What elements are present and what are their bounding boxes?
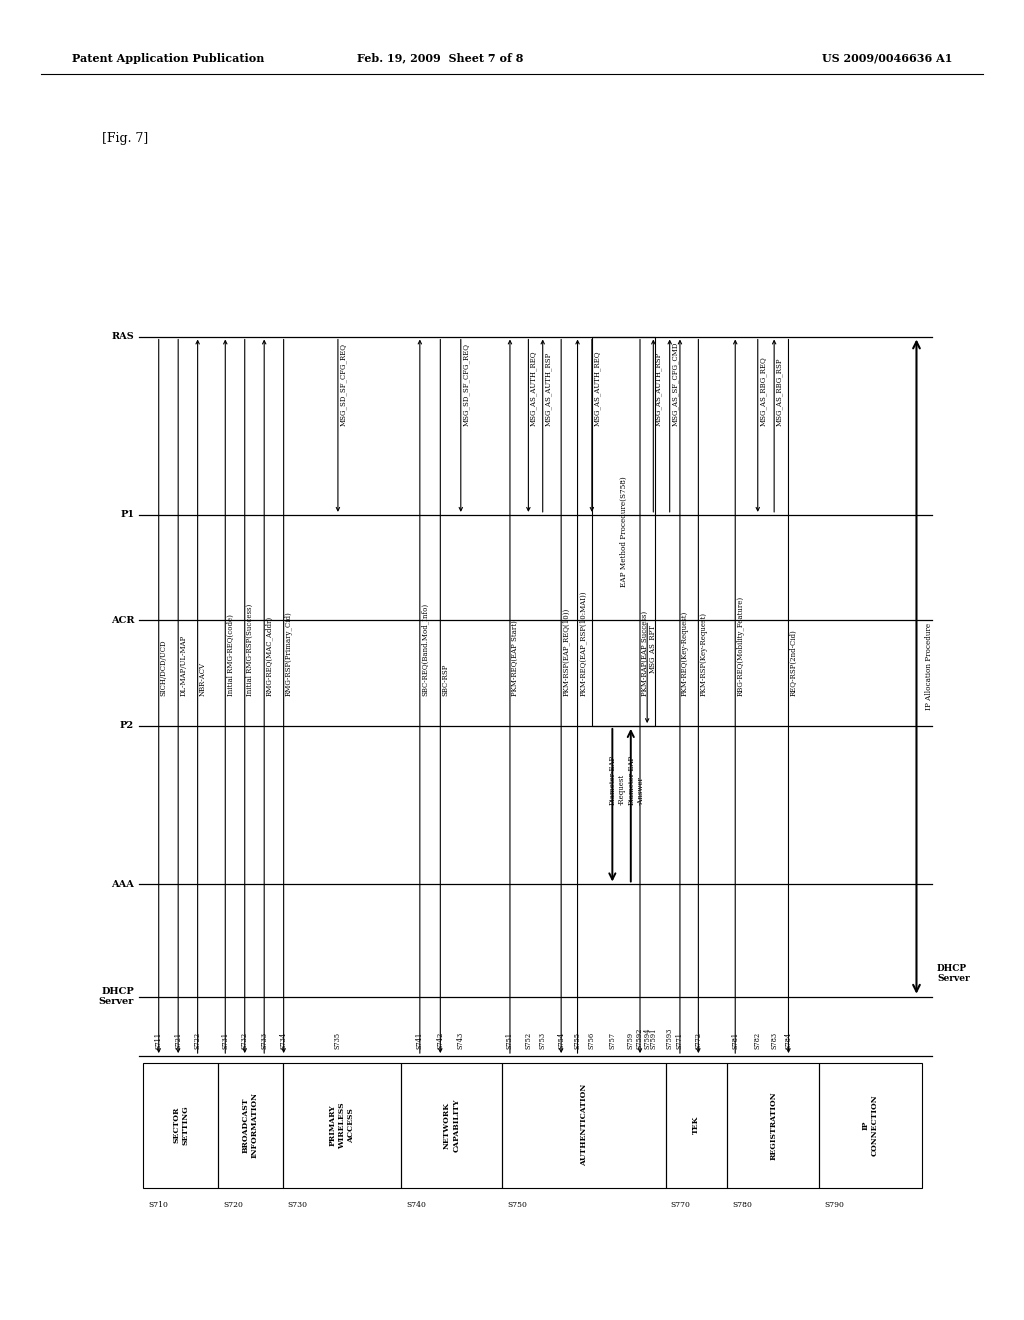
Text: Initial RMG-RSP(Success): Initial RMG-RSP(Success) <box>246 605 254 697</box>
Text: S784: S784 <box>784 1032 793 1049</box>
Text: S732: S732 <box>241 1032 249 1049</box>
Text: MSG_SD_SF_CFG_REQ: MSG_SD_SF_CFG_REQ <box>462 343 470 425</box>
Text: S710: S710 <box>148 1201 168 1209</box>
Text: MSG_AS_AUTH_REQ: MSG_AS_AUTH_REQ <box>593 350 601 425</box>
Text: S754: S754 <box>557 1032 565 1049</box>
Text: MSG_AS_AUTH_RSP: MSG_AS_AUTH_RSP <box>654 351 663 425</box>
Text: S755: S755 <box>573 1032 582 1049</box>
Text: RAS: RAS <box>112 333 134 341</box>
Text: REQ-RSP(2nd-Cid): REQ-RSP(2nd-Cid) <box>790 630 798 697</box>
Text: IP
CONNECTION: IP CONNECTION <box>862 1094 879 1156</box>
Text: MSG_AS_AUTH_REQ: MSG_AS_AUTH_REQ <box>529 350 538 425</box>
Text: ACR: ACR <box>111 616 134 624</box>
Text: SICH/DCD/UCD: SICH/DCD/UCD <box>160 640 168 697</box>
Text: RBG-REQ(Mobility_Feature): RBG-REQ(Mobility_Feature) <box>736 597 744 697</box>
Bar <box>143 1063 218 1188</box>
Text: S756: S756 <box>588 1032 596 1049</box>
Text: PRIMARY
WIRELESS
ACCESS: PRIMARY WIRELESS ACCESS <box>329 1102 355 1148</box>
Text: Diameter-EAP
-Request: Diameter-EAP -Request <box>609 755 626 805</box>
Text: BROADCAST
INFORMATION: BROADCAST INFORMATION <box>242 1093 259 1159</box>
Text: S720: S720 <box>223 1201 243 1209</box>
Text: S734: S734 <box>280 1032 288 1049</box>
Text: MSG_AS_AUTH_RSP: MSG_AS_AUTH_RSP <box>544 351 552 425</box>
Text: S750: S750 <box>507 1201 526 1209</box>
Text: PKM-RAP(EAP Success): PKM-RAP(EAP Success) <box>641 611 649 697</box>
Bar <box>819 1063 922 1188</box>
Text: NBR-ACV: NBR-ACV <box>199 663 207 697</box>
Text: S757: S757 <box>608 1032 616 1049</box>
Text: SBC-REQ(Band.Mod_Info): SBC-REQ(Band.Mod_Info) <box>421 603 429 697</box>
Text: MSG_AS_RPT: MSG_AS_RPT <box>648 624 656 673</box>
Text: P2: P2 <box>120 722 134 730</box>
Text: S742: S742 <box>436 1032 444 1049</box>
Text: DL-MAP/UL-MAP: DL-MAP/UL-MAP <box>179 635 187 697</box>
Text: REGISTRATION: REGISTRATION <box>769 1092 777 1159</box>
Text: S752: S752 <box>524 1032 532 1049</box>
Text: S741: S741 <box>416 1032 424 1049</box>
Text: S780: S780 <box>732 1201 752 1209</box>
Text: Feb. 19, 2009  Sheet 7 of 8: Feb. 19, 2009 Sheet 7 of 8 <box>357 53 523 63</box>
Text: MSG_SD_SF_CFG_REQ: MSG_SD_SF_CFG_REQ <box>339 343 347 425</box>
Text: S711: S711 <box>155 1032 163 1049</box>
Text: S759: S759 <box>627 1032 635 1049</box>
Bar <box>666 1063 727 1188</box>
Text: S770: S770 <box>671 1201 690 1209</box>
Bar <box>218 1063 283 1188</box>
Text: S751: S751 <box>506 1032 514 1049</box>
Text: S740: S740 <box>407 1201 426 1209</box>
Text: MSG_AS_RBG_RSP: MSG_AS_RBG_RSP <box>775 358 783 425</box>
Text: PKM-REQ(EAP Start): PKM-REQ(EAP Start) <box>511 620 519 697</box>
Bar <box>401 1063 502 1188</box>
Text: S7594: S7594 <box>643 1028 651 1049</box>
Text: RMG-RSP(Primary_Cid): RMG-RSP(Primary_Cid) <box>285 611 293 697</box>
Text: PKM-REQ(Key-Request): PKM-REQ(Key-Request) <box>681 611 689 697</box>
Text: EAP Method Procedure(S758): EAP Method Procedure(S758) <box>620 477 628 586</box>
Text: S783: S783 <box>770 1032 778 1049</box>
Text: S771: S771 <box>676 1032 684 1049</box>
Text: DHCP
Server: DHCP Server <box>937 964 970 983</box>
Text: RMG-REQ(MAC_Addr): RMG-REQ(MAC_Addr) <box>265 616 273 697</box>
Text: S733: S733 <box>260 1032 268 1049</box>
Text: S772: S772 <box>694 1032 702 1049</box>
Text: IP Allocation Procedure: IP Allocation Procedure <box>925 623 933 710</box>
Text: S782: S782 <box>754 1032 762 1049</box>
Text: DHCP
Server: DHCP Server <box>98 987 134 1006</box>
Text: S731: S731 <box>221 1032 229 1049</box>
Text: PKM-RSP(Key-Request): PKM-RSP(Key-Request) <box>699 612 708 697</box>
Text: S781: S781 <box>731 1032 739 1049</box>
Text: MSG_AS_SF_CFG_CMD: MSG_AS_SF_CFG_CMD <box>671 342 679 425</box>
Text: Patent Application Publication: Patent Application Publication <box>72 53 264 63</box>
Text: S743: S743 <box>457 1032 465 1049</box>
Text: Diameter-EAP
-Answer: Diameter-EAP -Answer <box>628 755 644 805</box>
Text: SBC-RSP: SBC-RSP <box>441 664 450 697</box>
Text: S7593: S7593 <box>666 1028 674 1049</box>
Text: TEK: TEK <box>692 1117 700 1134</box>
Text: NETWORK
CAPABILITY: NETWORK CAPABILITY <box>443 1098 460 1152</box>
Text: S790: S790 <box>824 1201 844 1209</box>
Text: S753: S753 <box>539 1032 547 1049</box>
Text: US 2009/0046636 A1: US 2009/0046636 A1 <box>822 53 952 63</box>
Bar <box>592 337 655 726</box>
Text: P1: P1 <box>120 511 134 519</box>
Bar <box>727 1063 819 1188</box>
Text: [Fig. 7]: [Fig. 7] <box>102 132 148 145</box>
Text: PKM-REQ(EAP_RSP(10:MAI)): PKM-REQ(EAP_RSP(10:MAI)) <box>579 591 587 697</box>
Text: PKM-RSP(EAP_REQ(10)): PKM-RSP(EAP_REQ(10)) <box>562 609 570 697</box>
Text: S735: S735 <box>334 1032 342 1049</box>
Bar <box>283 1063 401 1188</box>
Text: AUTHENTICATION: AUTHENTICATION <box>580 1084 588 1167</box>
Text: S721: S721 <box>174 1032 182 1049</box>
Text: MSG_AS_RBG_REQ: MSG_AS_RBG_REQ <box>759 356 767 425</box>
Text: Initial RMG-REQ(code): Initial RMG-REQ(code) <box>226 614 234 697</box>
Text: S7591: S7591 <box>649 1028 657 1049</box>
Text: S722: S722 <box>194 1032 202 1049</box>
Text: S730: S730 <box>288 1201 308 1209</box>
Text: AAA: AAA <box>112 880 134 888</box>
Text: SECTOR
SETTING: SECTOR SETTING <box>172 1105 189 1146</box>
Bar <box>502 1063 666 1188</box>
Text: S7592: S7592 <box>636 1028 644 1049</box>
